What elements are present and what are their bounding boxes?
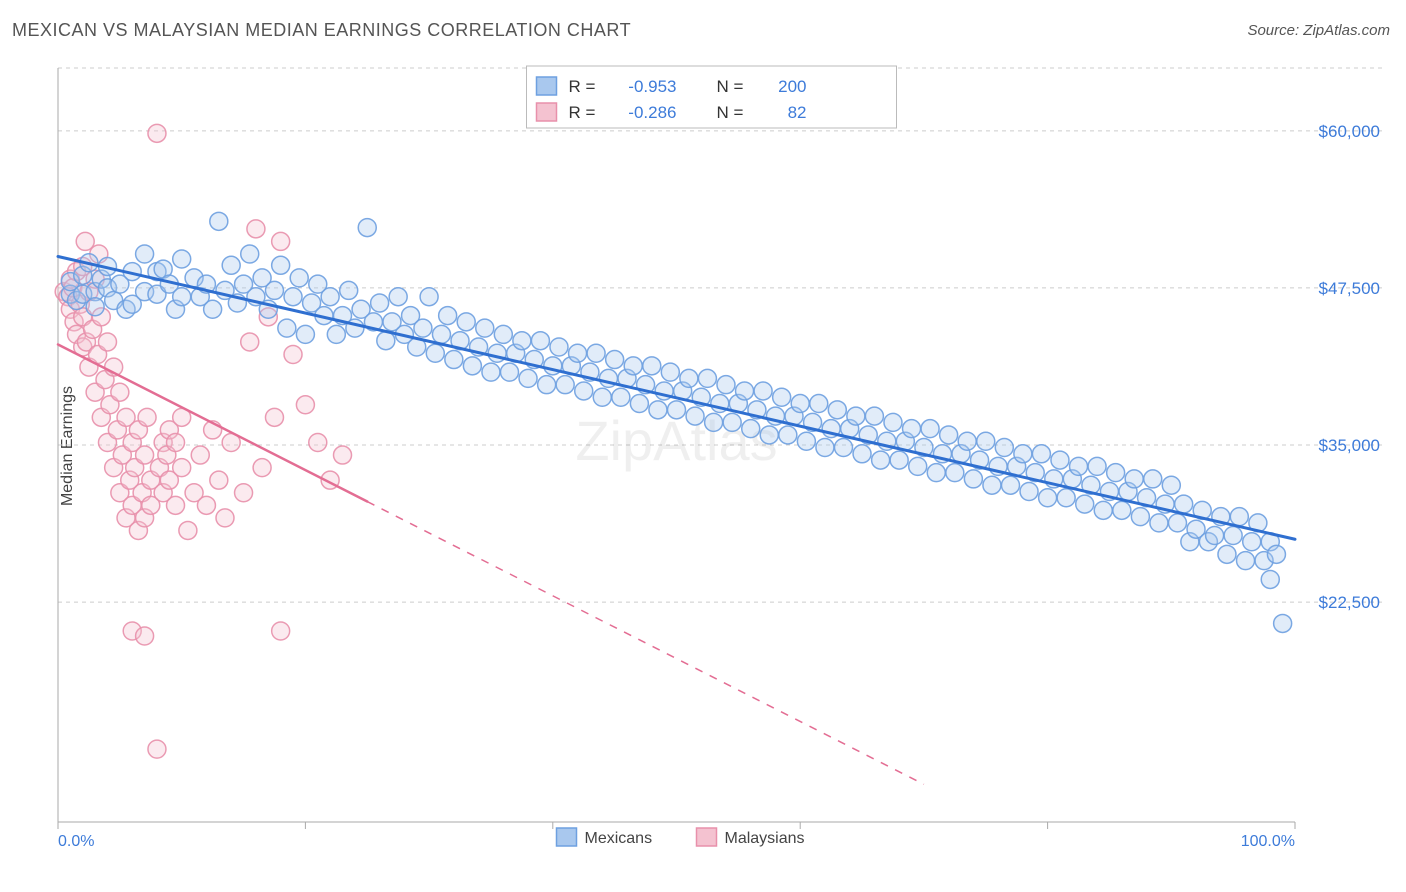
- svg-text:R =: R =: [569, 77, 596, 96]
- svg-text:82: 82: [788, 103, 807, 122]
- svg-text:R =: R =: [569, 103, 596, 122]
- svg-text:Mexicans: Mexicans: [585, 830, 653, 847]
- svg-text:-0.953: -0.953: [628, 77, 676, 96]
- source-label: Source: ZipAtlas.com: [1247, 22, 1390, 39]
- svg-text:N =: N =: [717, 77, 744, 96]
- svg-text:$35,000: $35,000: [1319, 436, 1380, 455]
- svg-text:N =: N =: [717, 103, 744, 122]
- svg-text:200: 200: [778, 77, 806, 96]
- svg-text:0.0%: 0.0%: [58, 833, 94, 850]
- svg-text:$60,000: $60,000: [1319, 122, 1380, 141]
- svg-text:100.0%: 100.0%: [1241, 833, 1295, 850]
- svg-text:Malaysians: Malaysians: [725, 830, 805, 847]
- svg-text:$47,500: $47,500: [1319, 279, 1380, 298]
- chart-title: MEXICAN VS MALAYSIAN MEDIAN EARNINGS COR…: [12, 20, 631, 41]
- chart-area: 0.0%100.0%$22,500$35,000$47,500$60,000Zi…: [48, 60, 1390, 852]
- svg-text:-0.286: -0.286: [628, 103, 676, 122]
- svg-text:$22,500: $22,500: [1319, 593, 1380, 612]
- scatter-chart: 0.0%100.0%$22,500$35,000$47,500$60,000Zi…: [48, 60, 1390, 852]
